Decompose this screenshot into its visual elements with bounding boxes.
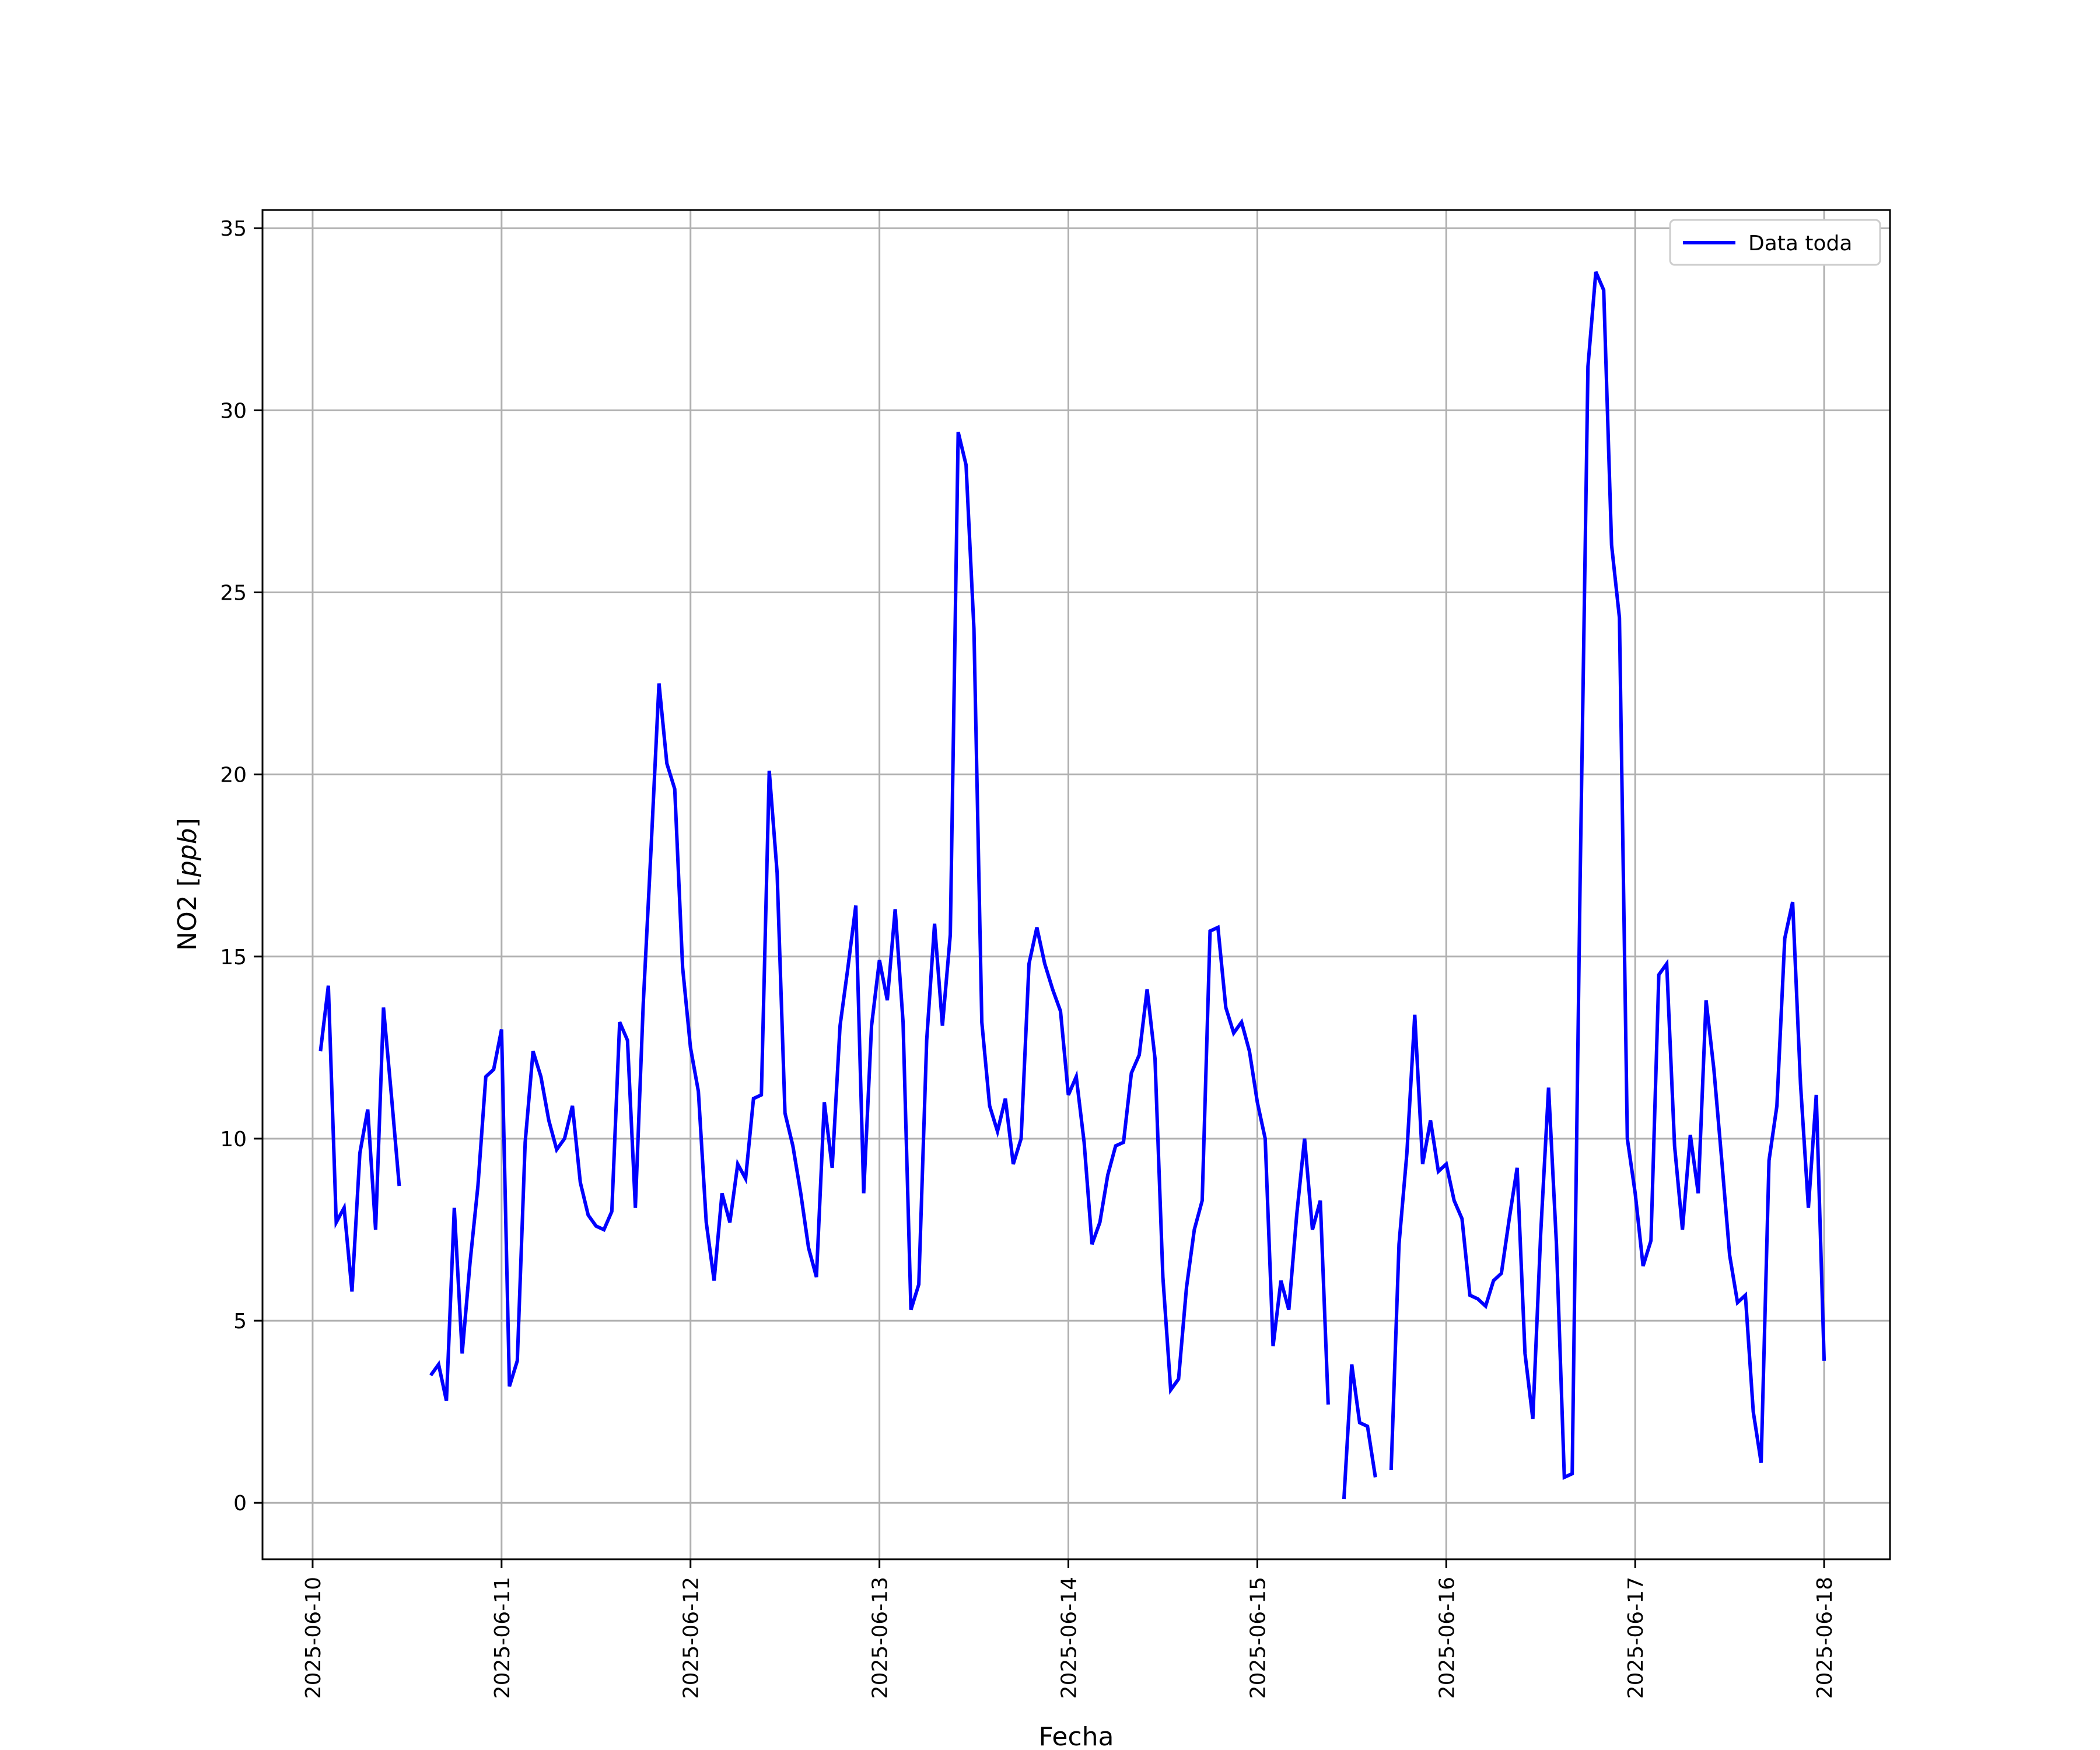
y-tick-label: 0 — [233, 1492, 247, 1516]
y-axis: 0 5 10 15 20 25 30 35 — [220, 217, 262, 1516]
x-tick-label: 2025-06-11 — [491, 1577, 514, 1699]
y-axis-title-unit: ppb — [173, 828, 202, 877]
y-axis-title-prefix: NO2 [ — [173, 877, 202, 951]
y-axis-title: NO2 [ppb] — [173, 818, 202, 951]
y-tick-label: 10 — [220, 1128, 247, 1152]
legend: Data toda — [1669, 219, 1881, 266]
x-tick-label: 2025-06-16 — [1435, 1577, 1459, 1699]
x-tick-label: 2025-06-12 — [680, 1577, 704, 1699]
series-layer — [318, 271, 1826, 1500]
x-axis-title: Fecha — [1038, 1722, 1114, 1750]
legend-label: Data toda — [1748, 232, 1852, 256]
x-tick-label: 2025-06-17 — [1624, 1577, 1648, 1699]
y-tick-label: 35 — [220, 217, 247, 241]
y-tick-label: 5 — [233, 1310, 247, 1334]
x-tick-label: 2025-06-13 — [869, 1577, 892, 1699]
series-line-segment — [1342, 1364, 1377, 1500]
legend-box — [1669, 219, 1881, 266]
series-line-segment — [1389, 271, 1826, 1480]
y-tick-label: 25 — [220, 582, 247, 606]
plot-frame — [261, 209, 1891, 1560]
grid-lines — [262, 210, 1890, 1559]
x-axis: 2025-06-10 2025-06-11 2025-06-12 2025-06-13… — [302, 1559, 1837, 1699]
series-line-segment — [429, 432, 1330, 1405]
x-tick-label: 2025-06-14 — [1058, 1577, 1082, 1699]
y-tick-label: 20 — [220, 764, 247, 788]
series-line-segment — [318, 985, 401, 1292]
x-tick-label: 2025-06-10 — [302, 1577, 326, 1699]
y-axis-title-suffix: ] — [173, 818, 202, 828]
y-tick-label: 15 — [220, 946, 247, 970]
x-tick-label: 2025-06-18 — [1813, 1577, 1837, 1699]
y-tick-label: 30 — [220, 399, 247, 423]
x-tick-label: 2025-06-15 — [1246, 1577, 1270, 1699]
